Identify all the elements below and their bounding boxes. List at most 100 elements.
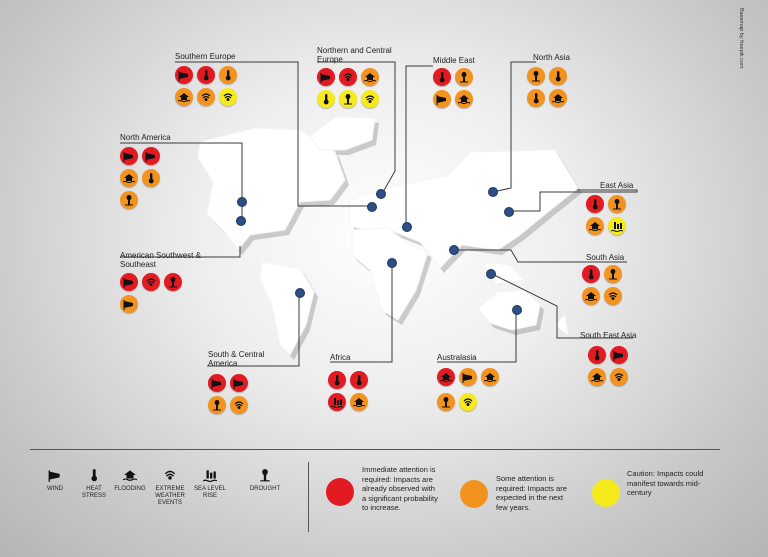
drought-orange-risk-icon [208,396,226,414]
region-southern-europe: Southern Europe [175,52,237,106]
extreme-orange-risk-icon [230,396,248,414]
drought-orange-risk-icon [604,265,622,283]
wind-red-risk-icon [120,147,138,165]
wind-red-risk-icon [317,68,335,86]
heat-orange-risk-icon [219,66,237,84]
pin-south-asia[interactable] [449,245,459,255]
flooding-orange-risk-icon [481,368,499,386]
region-north-america: North America [120,133,171,209]
pin-australasia[interactable] [512,305,522,315]
wind-orange-risk-icon [459,368,477,386]
legend-label: HEAT STRESS [81,486,106,499]
extreme-yellow-risk-icon [459,393,477,411]
flooding-orange-risk-icon [549,89,567,107]
pin-american-southwest[interactable] [236,216,246,226]
extreme-orange-risk-icon [610,368,628,386]
region-title: Southern Europe [175,52,236,61]
wind-red-risk-icon [175,66,193,84]
sealevel-red-risk-icon [328,393,346,411]
legend-label: WIND [47,486,63,492]
pin-north-asia[interactable] [488,187,498,197]
wind-orange-risk-icon [120,295,138,313]
drought-orange-risk-icon [120,191,138,209]
flooding-orange-risk-icon [175,88,193,106]
flooding-orange-risk-icon [586,217,604,235]
heat-red-risk-icon [433,68,451,86]
heat-red-risk-icon [350,371,368,389]
region-northern-central-europe: Northern and Central Europe [317,46,395,108]
region-south-east-asia: South East Asia [580,331,637,386]
extreme-orange-risk-icon [197,88,215,106]
legend-vertical-divider [308,462,309,532]
heat-orange-risk-icon [549,67,567,85]
region-title: Africa [330,353,351,362]
legend-heat-icon: HEAT STRESS [77,467,111,500]
legend-extreme-icon: EXTREME WEATHER EVENTS [153,467,187,507]
credit-text: Basemap by freepik.com [738,8,744,69]
drought-red-risk-icon [164,273,182,291]
legend-orange-dot [460,480,488,508]
region-title: South Asia [586,253,625,262]
heat-red-risk-icon [328,371,346,389]
heat-yellow-risk-icon [317,90,335,108]
extreme-yellow-risk-icon [361,90,379,108]
flooding-orange-risk-icon [582,287,600,305]
flooding-red-risk-icon [437,368,455,386]
wind-red-risk-icon [120,273,138,291]
legend-label: EXTREME WEATHER EVENTS [155,486,185,506]
drought-orange-risk-icon [455,68,473,86]
region-australasia: Australasia [437,353,499,411]
pin-africa[interactable] [387,258,397,268]
legend-wind-icon: WIND [38,467,72,493]
region-title: Northern and Central Europe [317,46,392,64]
drought-yellow-risk-icon [339,90,357,108]
wind-red-risk-icon [208,374,226,392]
heat-red-risk-icon [582,265,600,283]
pin-southern-europe[interactable] [367,202,377,212]
region-title: Middle East [433,56,475,65]
legend-red-description: Immediate attention is required: Impacts… [362,465,438,512]
region-east-asia: East Asia [586,181,634,235]
legend-flooding-icon: FLOODING [113,467,147,493]
pin-middle-east[interactable] [402,222,412,232]
flooding-orange-risk-icon [361,68,379,86]
region-title: East Asia [600,181,634,190]
legend-label: FLOODING [114,486,146,492]
region-north-asia: North Asia [527,53,570,107]
region-africa: Africa [328,353,368,411]
pin-northern-europe[interactable] [376,189,386,199]
region-south-asia: South Asia [582,253,625,305]
extreme-red-risk-icon [142,273,160,291]
region-american-southwest: American Southwest & Southeast [120,251,210,313]
region-title: North America [120,133,171,142]
drought-orange-risk-icon [527,67,545,85]
legend-label: SEA LEVEL RISE [193,486,227,499]
legend-yellow-dot [592,479,620,507]
region-title: South East Asia [580,331,637,340]
region-south-central-america: South & Central America [208,350,278,414]
pin-south-east-asia[interactable] [486,269,496,279]
extreme-red-risk-icon [339,68,357,86]
legend-red-dot [326,478,354,506]
wind-orange-risk-icon [433,90,451,108]
heat-red-risk-icon [586,195,604,213]
legend-orange-description: Some attention is required: Impacts are … [496,474,567,512]
wind-red-risk-icon [142,147,160,165]
region-middle-east: Middle East [433,56,475,108]
drought-orange-risk-icon [437,393,455,411]
sealevel-yellow-risk-icon [608,217,626,235]
legend-sealevel-icon: SEA LEVEL RISE [193,467,227,500]
flooding-orange-risk-icon [350,393,368,411]
extreme-yellow-risk-icon [219,88,237,106]
flooding-orange-risk-icon [120,169,138,187]
heat-red-risk-icon [197,66,215,84]
region-title: Australasia [437,353,477,362]
heat-red-risk-icon [588,346,606,364]
flooding-orange-risk-icon [588,368,606,386]
legend-drought-icon: DROUGHT [248,467,282,493]
pin-north-america[interactable] [237,197,247,207]
wind-red-risk-icon [610,346,628,364]
pin-east-asia[interactable] [504,207,514,217]
pin-south-america[interactable] [295,288,305,298]
